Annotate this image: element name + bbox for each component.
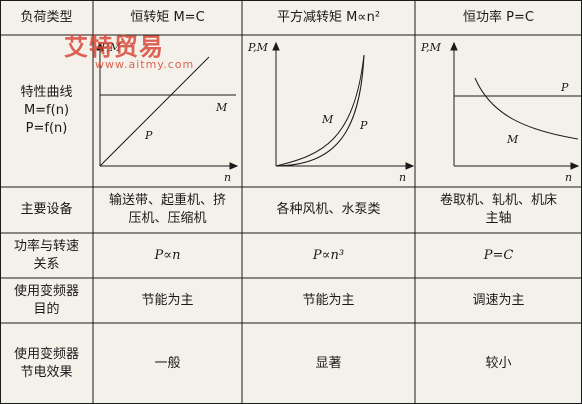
row-label-curve: 特性曲线 M=f(n) P=f(n) — [20, 85, 73, 136]
relation-square-torque: P∝n³ — [312, 247, 345, 263]
relation-constant-torque: P∝n — [154, 247, 181, 263]
plot2-p-label: P — [359, 119, 368, 132]
relation-constant-power: P=C — [483, 247, 514, 263]
row-label-purpose: 使用变频器目的 — [13, 283, 79, 317]
plot1-x-axis-label: n — [224, 171, 231, 184]
plot3-m-label: M — [506, 133, 519, 146]
effect-constant-power: 较小 — [485, 355, 512, 371]
watermark-url: www.aitmy.com — [95, 58, 195, 71]
plot2-y-axis-label: P,M — [247, 41, 269, 54]
plot-constant-torque: P,M n M P — [96, 41, 239, 184]
effect-square-torque: 显著 — [315, 355, 342, 371]
effect-constant-torque: 一般 — [154, 355, 181, 371]
plot-square-torque: P,M n M P — [247, 41, 415, 184]
header-constant-torque: 恒转矩 M=C — [130, 9, 205, 25]
plot1-p-label: P — [144, 129, 153, 142]
header-square-torque: 平方减转矩 M∝n² — [276, 9, 381, 25]
row-label-relation: 功率与转速关系 — [13, 238, 79, 272]
plot3-x-axis-label: n — [565, 171, 572, 184]
purpose-constant-power: 调速为主 — [472, 292, 525, 308]
plot2-x-axis-label: n — [399, 171, 406, 184]
header-constant-power: 恒功率 P=C — [463, 9, 534, 25]
plot3-y-axis-label: P,M — [420, 41, 442, 54]
purpose-square-torque: 节能为主 — [302, 292, 355, 308]
watermark-logo: 艾特贸易 — [64, 33, 164, 61]
purpose-constant-torque: 节能为主 — [141, 292, 194, 308]
equipment-constant-torque: 输送带、起重机、挤压机、压缩机 — [108, 193, 226, 226]
equipment-constant-power: 卷取机、轧机、机床主轴 — [439, 193, 557, 226]
plot-constant-power: P,M n M P — [420, 41, 582, 184]
plot3-p-label: P — [560, 81, 569, 94]
plot1-y-axis-label: P,M — [100, 41, 122, 54]
plot2-m-label: M — [321, 113, 334, 126]
equipment-square-torque: 各种风机、水泵类 — [276, 202, 381, 217]
header-load-type: 负荷类型 — [20, 9, 73, 25]
row-label-equipment: 主要设备 — [20, 202, 73, 217]
plot1-m-label: M — [215, 101, 228, 114]
row-label-effect: 使用变频器节电效果 — [13, 346, 79, 380]
